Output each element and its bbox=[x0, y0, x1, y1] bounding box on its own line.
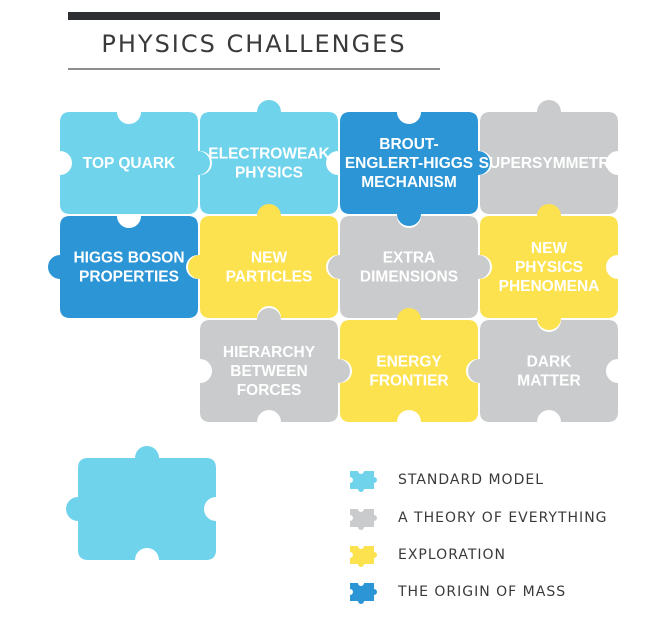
puzzle-piece-shape bbox=[480, 100, 618, 226]
puzzle-piece-shape bbox=[480, 204, 618, 330]
piece-energy-frontier: ENERGY FRONTIER bbox=[340, 308, 478, 422]
piece-label-line: FRONTIER bbox=[369, 373, 448, 390]
puzzle-piece-icon bbox=[350, 583, 377, 604]
piece-label-line: NEW bbox=[531, 240, 568, 257]
legend-item-theory: A THEORY OF EVERYTHING bbox=[344, 504, 608, 532]
legend-item-exploration: EXPLORATION bbox=[344, 541, 506, 569]
piece-extra-dimensions: EXTRA DIMENSIONS bbox=[328, 216, 490, 318]
puzzle-piece-shape bbox=[188, 204, 338, 318]
piece-dark-matter: DARK MATTER bbox=[468, 320, 618, 422]
piece-new-particles: NEW PARTICLES bbox=[188, 204, 338, 318]
legend-label: EXPLORATION bbox=[398, 547, 507, 563]
legend-item-origin: THE ORIGIN OF MASS bbox=[344, 578, 566, 606]
piece-label-line: FORCES bbox=[237, 382, 302, 399]
piece-label-line: BETWEEN bbox=[230, 363, 308, 380]
legend-swatch bbox=[350, 546, 377, 567]
loose-puzzle-piece bbox=[66, 446, 216, 560]
legend-swatch bbox=[350, 509, 377, 530]
piece-label-line: EXTRA bbox=[383, 250, 436, 267]
puzzle-piece-shape bbox=[340, 112, 490, 226]
piece-hierarchy-between-forces: HIERARCHY BETWEEN FORCES bbox=[200, 308, 350, 422]
piece-label-line: DARK bbox=[527, 354, 573, 371]
puzzle-piece-shape bbox=[200, 100, 338, 226]
piece-label-line: SUPERSYMMETRY bbox=[479, 155, 620, 172]
piece-top-quark: TOP QUARK bbox=[60, 112, 210, 214]
piece-supersymmetry: SUPERSYMMETRY bbox=[479, 100, 620, 226]
piece-label-line: ENGLERT-HIGGS bbox=[345, 155, 473, 172]
piece-label-line: HIGGS BOSON bbox=[73, 250, 184, 267]
puzzle-piece-shape bbox=[340, 308, 478, 422]
puzzle-piece-shape bbox=[328, 216, 490, 318]
piece-label-line: ELECTROWEAK bbox=[208, 146, 330, 163]
piece-label-line: MATTER bbox=[517, 373, 580, 390]
puzzle-piece-shape bbox=[468, 320, 618, 422]
piece-label-line: ENERGY bbox=[376, 354, 442, 371]
piece-label-line: PARTICLES bbox=[226, 269, 313, 286]
piece-label-line: PHYSICS bbox=[515, 259, 583, 276]
piece-brout-englert-higgs: BROUT- ENGLERT-HIGGS MECHANISM bbox=[340, 112, 490, 226]
piece-label-line: HIERARCHY bbox=[223, 344, 316, 361]
puzzle-piece-shape bbox=[48, 216, 198, 318]
piece-label-line: BROUT- bbox=[379, 136, 438, 153]
piece-label-line: PHENOMENA bbox=[499, 278, 600, 295]
piece-higgs-boson-properties: HIGGS BOSON PROPERTIES bbox=[48, 216, 198, 318]
title-underline bbox=[68, 68, 440, 70]
piece-label-line: PHYSICS bbox=[235, 165, 303, 182]
legend-swatch bbox=[350, 583, 377, 604]
piece-label-line: TOP QUARK bbox=[83, 155, 176, 172]
page-title: PHYSICS CHALLENGES bbox=[101, 30, 407, 58]
title-top-bar bbox=[68, 12, 440, 20]
piece-label-line: DIMENSIONS bbox=[360, 269, 458, 286]
legend-label: A THEORY OF EVERYTHING bbox=[398, 510, 608, 526]
puzzle-piece-icon bbox=[350, 471, 377, 492]
piece-label-line: NEW bbox=[251, 250, 288, 267]
legend-label: STANDARD MODEL bbox=[398, 472, 544, 488]
piece-new-physics-phenomena: NEW PHYSICS PHENOMENA bbox=[480, 204, 618, 330]
legend-label: THE ORIGIN OF MASS bbox=[398, 584, 567, 600]
puzzle-piece-icon bbox=[350, 546, 377, 567]
legend-swatch bbox=[350, 471, 377, 492]
puzzle-piece-icon bbox=[350, 509, 377, 530]
piece-label-line: MECHANISM bbox=[361, 174, 457, 191]
legend-item-standard: STANDARD MODEL bbox=[344, 466, 544, 494]
piece-electroweak-physics: ELECTROWEAK PHYSICS bbox=[200, 100, 338, 226]
puzzle-piece-shape bbox=[200, 308, 350, 422]
puzzle-piece-shape bbox=[60, 112, 210, 214]
piece-label-line: PROPERTIES bbox=[79, 269, 179, 286]
